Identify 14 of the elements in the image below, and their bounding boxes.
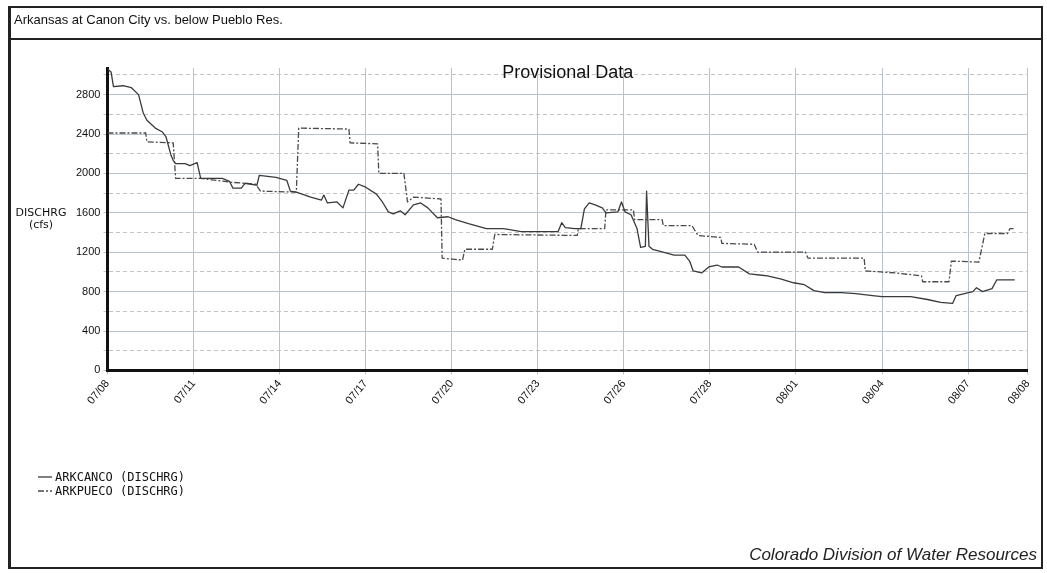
y-tick-label: 400 — [82, 324, 101, 337]
y-tick-label: 1600 — [75, 205, 101, 218]
legend-label: ARKCANCO (DISCHRG) — [55, 470, 186, 484]
y-tick-label: 0 — [94, 363, 101, 376]
y-tick-label: 1200 — [75, 245, 101, 258]
y-tick-label: 2400 — [75, 127, 101, 140]
y-axis-title: DISCHRG (cfs) — [15, 206, 67, 232]
y-tick-label: 800 — [82, 284, 101, 297]
legend-label: ARKPUECO (DISCHRG) — [55, 484, 186, 498]
y-tick-label: 2000 — [75, 166, 101, 179]
annotation: Provisional Data — [502, 61, 635, 82]
text: Colorado Division of Water Resources — [749, 545, 1037, 565]
y-tick-label: 2800 — [75, 87, 101, 100]
chart-title: Arkansas at Canon City vs. below Pueblo Res. — [14, 12, 283, 27]
